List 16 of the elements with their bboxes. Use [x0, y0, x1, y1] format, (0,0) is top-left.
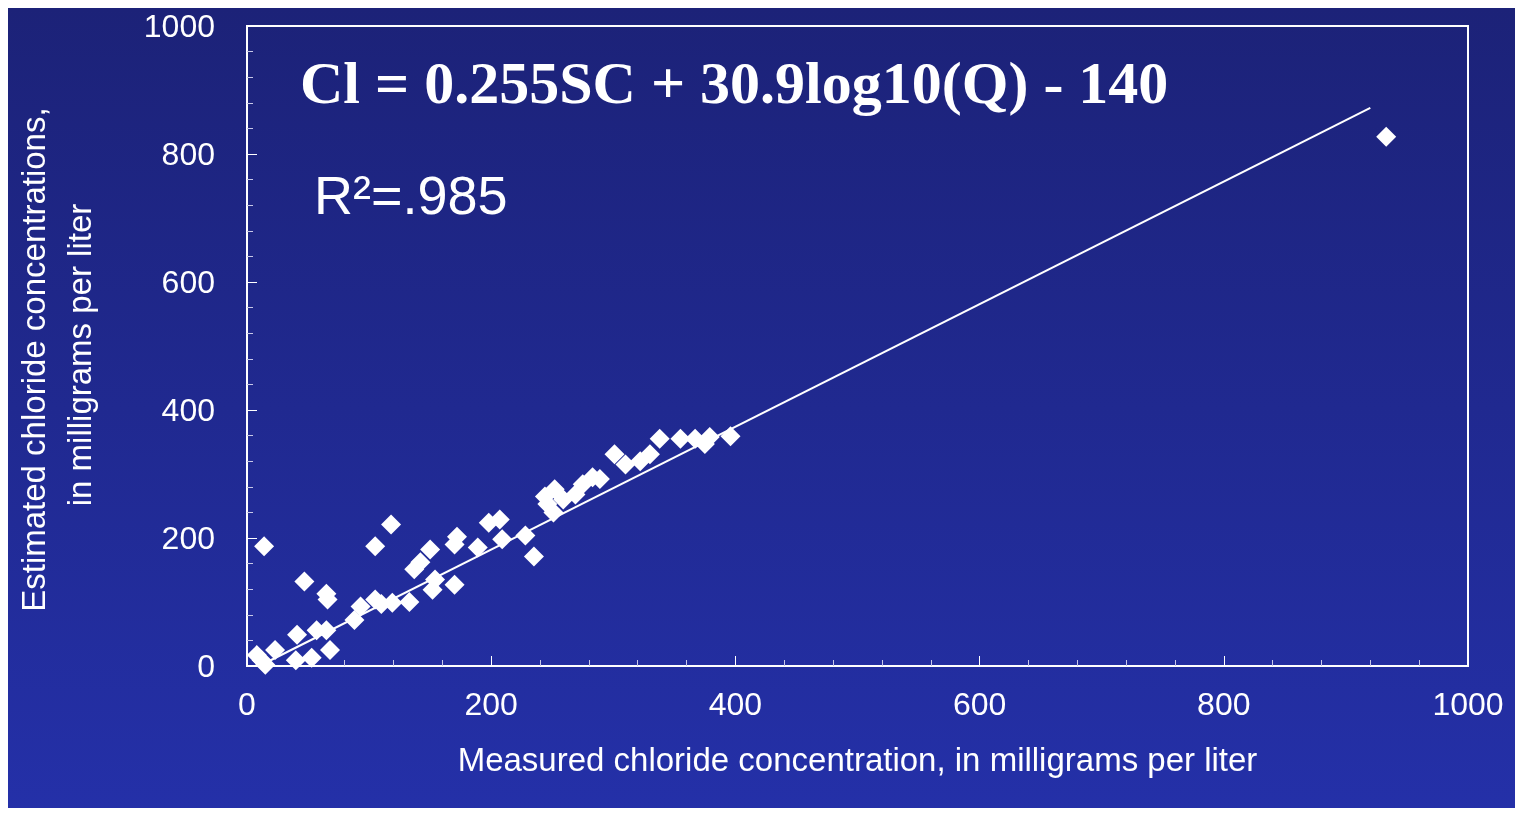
x-tick-label: 800 — [1197, 686, 1251, 722]
x-axis-title: Measured chloride concentration, in milligrams per liter — [457, 740, 1258, 778]
y-tick-label: 400 — [161, 392, 215, 428]
annotation: R²=.985 — [314, 165, 508, 225]
x-tick-label: 0 — [238, 686, 256, 722]
y-tick-label: 0 — [197, 648, 215, 684]
y-tick-label: 1000 — [143, 8, 215, 44]
x-tick-label: 600 — [952, 686, 1007, 722]
y-tick-label: 800 — [161, 136, 215, 172]
y-axis-title: Estimated chloride concentrations, in milligrams per liter — [14, 98, 98, 612]
x-tick-label: 200 — [464, 686, 518, 722]
annotation: Cl = 0.255SC + 30.9log10(Q) - 140 — [300, 50, 1169, 116]
x-tick-label: 1000 — [1432, 686, 1504, 722]
y-tick-label: 200 — [161, 520, 215, 556]
y-tick-label: 600 — [161, 264, 215, 300]
x-tick-label: 400 — [708, 686, 763, 722]
